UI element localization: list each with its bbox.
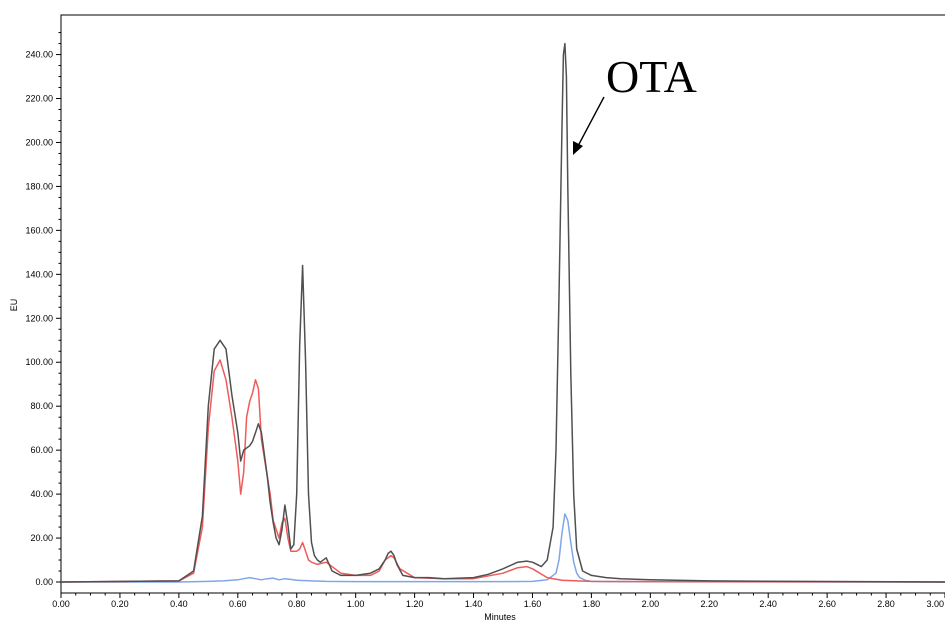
- y-tick-label: 200.00: [25, 137, 53, 147]
- y-tick-label: 160.00: [25, 225, 53, 235]
- plot-frame: [60, 14, 945, 594]
- ota-annotation-arrowhead: [573, 141, 583, 155]
- x-tick-label: 1.20: [406, 599, 424, 609]
- x-tick-label: 2.80: [877, 599, 895, 609]
- x-tick-label: 1.80: [583, 599, 601, 609]
- x-tick-label: 0.20: [111, 599, 129, 609]
- ota-annotation-label: OTA: [606, 51, 697, 102]
- x-tick-label: 2.20: [701, 599, 719, 609]
- x-tick-label: 1.60: [524, 599, 542, 609]
- y-tick-label: 100.00: [25, 357, 53, 367]
- x-tick-label: 3.00: [926, 599, 944, 609]
- x-tick-label: 0.00: [52, 599, 70, 609]
- y-tick-label: 140.00: [25, 269, 53, 279]
- y-tick-label: 180.00: [25, 181, 53, 191]
- x-tick-label: 0.60: [229, 599, 247, 609]
- x-tick-label: 1.40: [465, 599, 483, 609]
- chart-labels: Minutes EU: [9, 299, 516, 622]
- x-tick-label: 2.40: [759, 599, 777, 609]
- x-tick-label: 0.80: [288, 599, 306, 609]
- chromatogram-trace-1: [60, 359, 945, 583]
- ota-annotation-arrow: [577, 96, 605, 147]
- y-tick-label: 20.00: [30, 533, 53, 543]
- x-tick-label: 1.00: [347, 599, 365, 609]
- y-tick-label: 240.00: [25, 50, 53, 60]
- y-tick-label: 60.00: [30, 445, 53, 455]
- chart-axes: 0.00 20.00 40.00 60.00 80.00 100.00 120.00 140.…: [25, 14, 945, 609]
- y-tick-label: 0.00: [35, 577, 53, 587]
- x-tick-label: 2.00: [642, 599, 660, 609]
- x-axis-title: Minutes: [484, 612, 516, 622]
- y-tick-label: 80.00: [30, 401, 53, 411]
- ota-annotation: OTA: [573, 51, 697, 155]
- chromatogram-trace-0: [60, 42, 945, 583]
- y-tick-label: 120.00: [25, 313, 53, 323]
- x-tick-label: 0.40: [170, 599, 188, 609]
- chromatogram-trace-2: [61, 513, 945, 583]
- x-tick-label: 2.60: [818, 599, 836, 609]
- y-tick-label: 220.00: [25, 94, 53, 104]
- chart-series-group: [60, 42, 945, 583]
- y-axis-title: EU: [9, 299, 19, 312]
- y-tick-label: 40.00: [30, 489, 53, 499]
